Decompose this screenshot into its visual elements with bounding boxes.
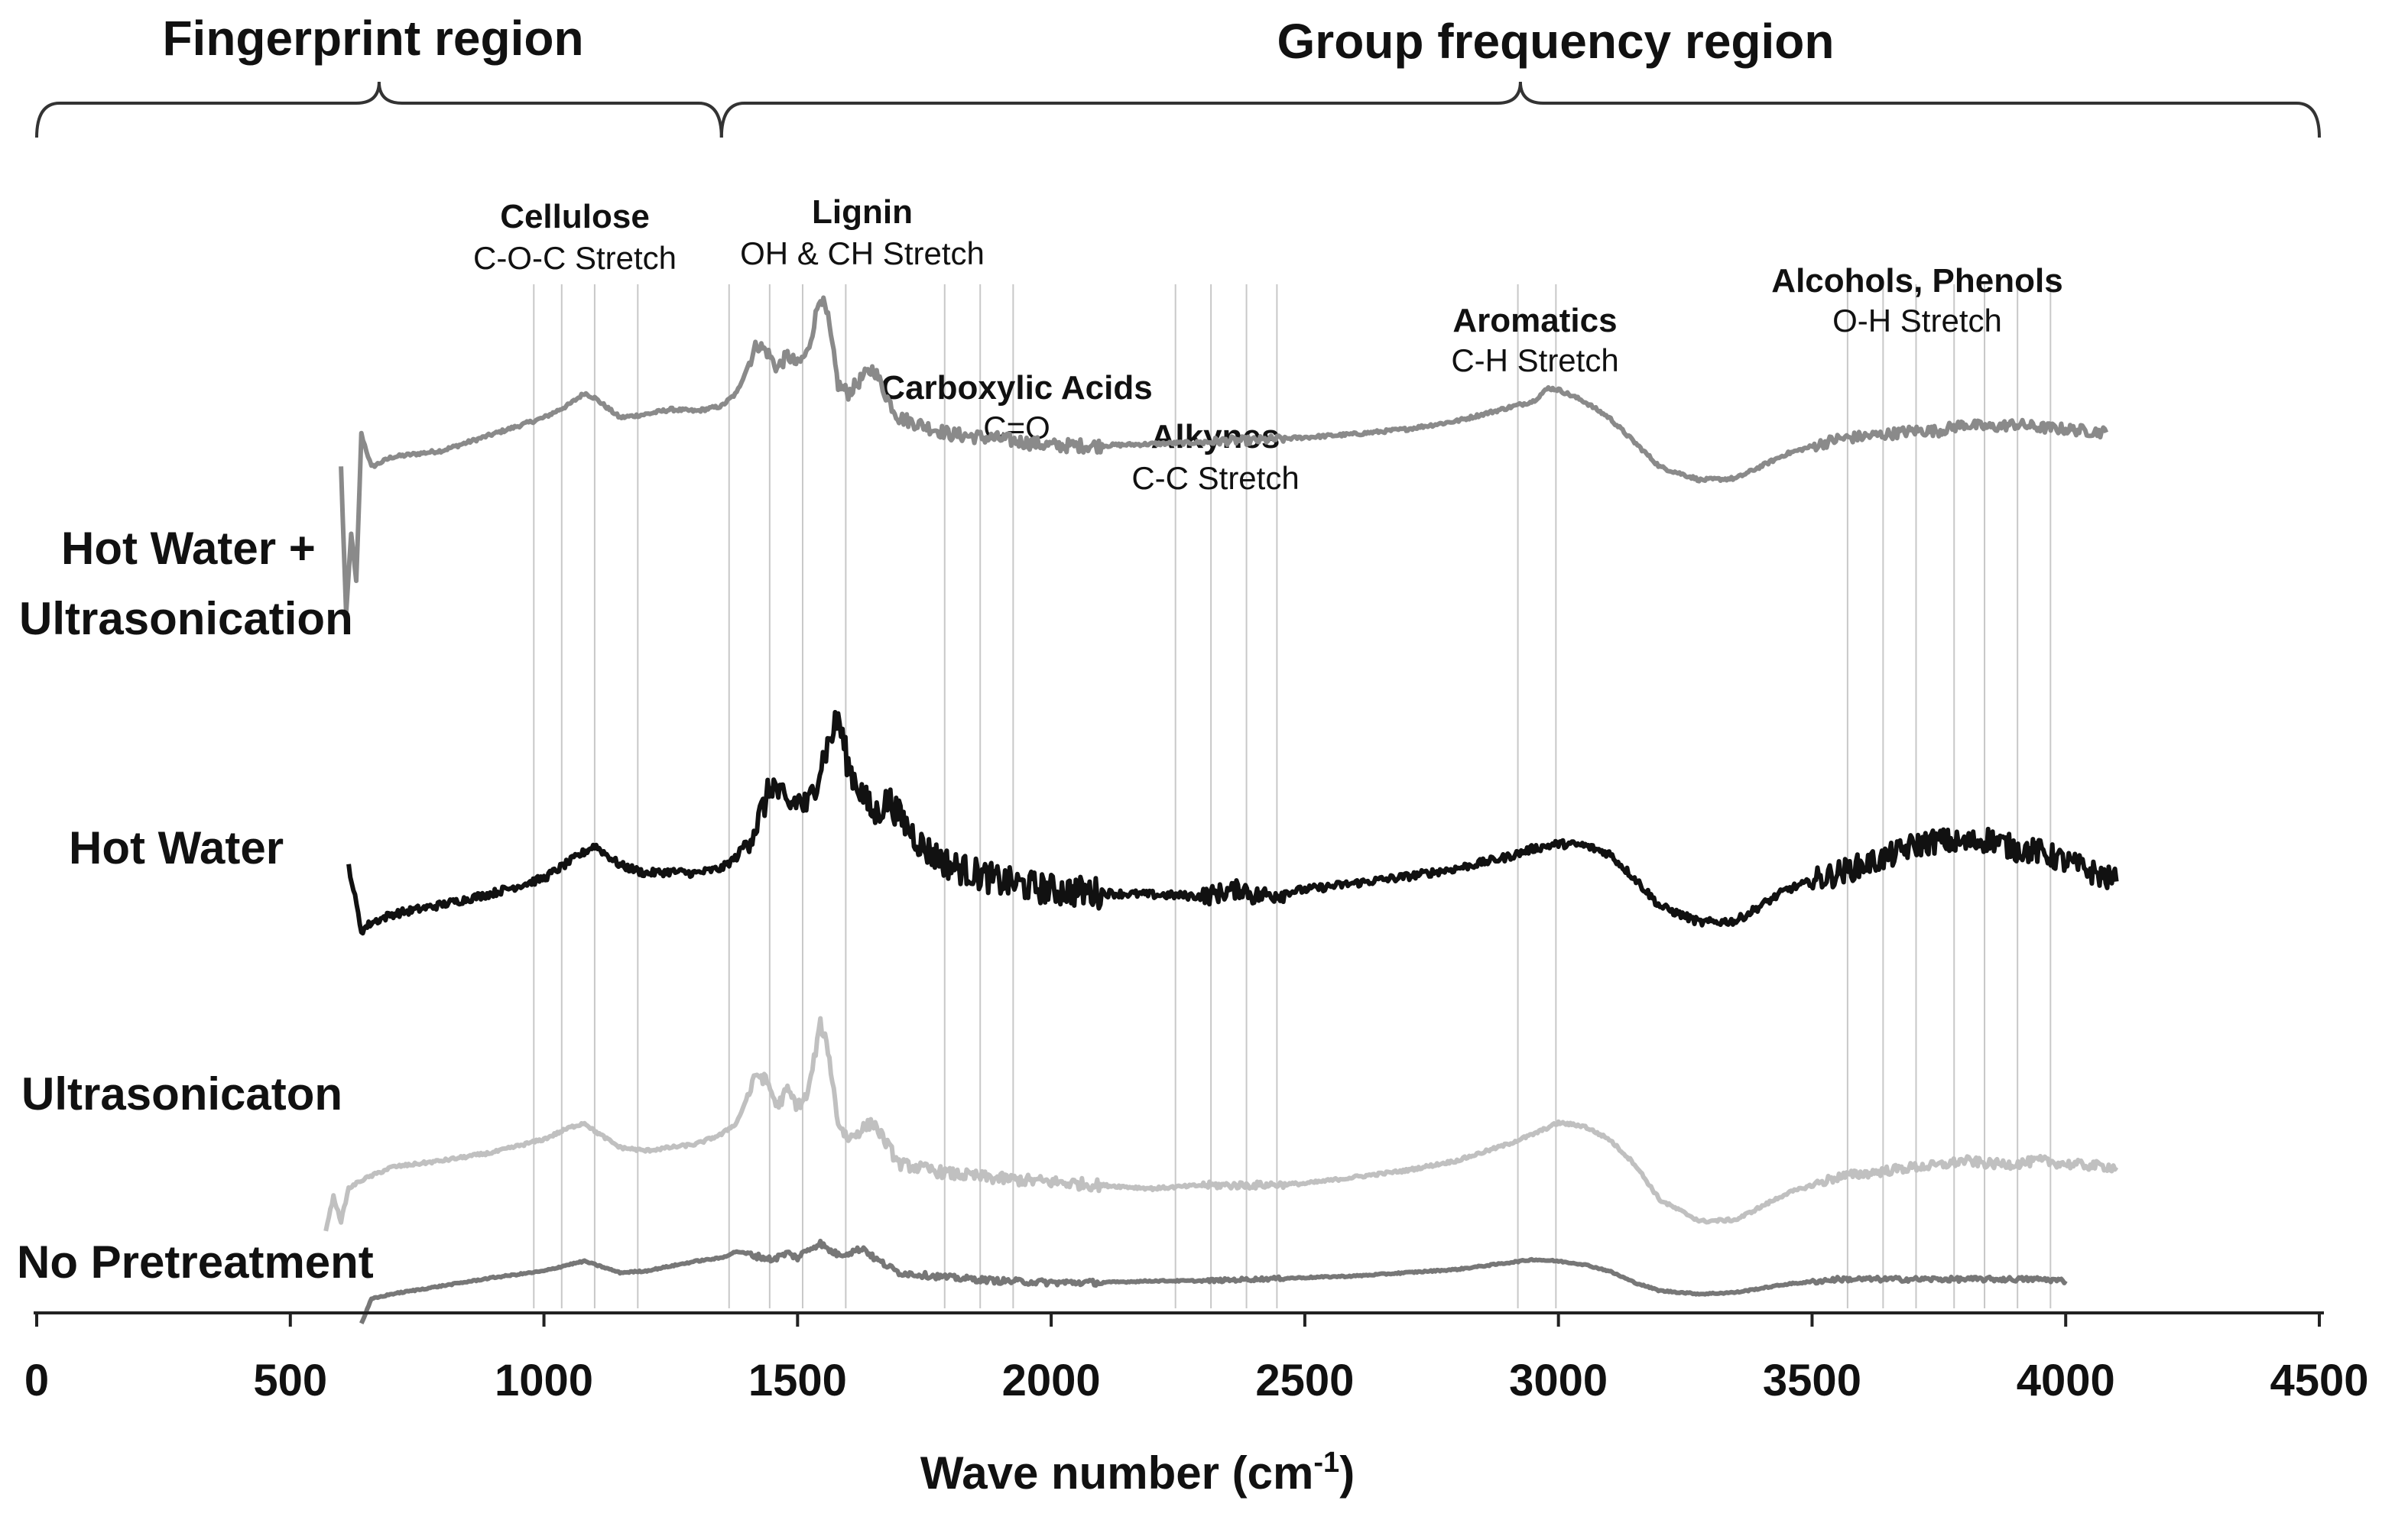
aromatics-subtitle: C-H Stretch <box>1451 342 1618 378</box>
series-line-no-pretreatment <box>359 1238 2068 1324</box>
annotations: Cellulose C-O-C Stretch Lignin OH & CH S… <box>473 193 2063 496</box>
x-axis-title-base: Wave number (cm <box>920 1447 1314 1499</box>
cellulose-subtitle: C-O-C Stretch <box>473 240 677 276</box>
cellulose-title: Cellulose <box>500 198 650 235</box>
alcohols-phenols-subtitle: O-H Stretch <box>1832 303 2002 339</box>
series-labels: Hot Water + Ultrasonication Hot Water Ul… <box>17 523 374 1288</box>
x-tick-label: 500 <box>253 1356 327 1405</box>
x-tick-label: 3500 <box>1763 1356 1861 1405</box>
x-axis: 0 500 1000 1500 2000 2500 3000 3500 4000… <box>24 1311 2369 1499</box>
series-label-hot-water-ultrasonication-line2: Ultrasonication <box>19 593 353 644</box>
series-label-hot-water-ultrasonication-line1: Hot Water + <box>61 523 316 574</box>
x-axis-tick-labels: 0 500 1000 1500 2000 2500 3000 3500 4000… <box>24 1356 2369 1405</box>
series-label-ultrasonication: Ultrasonicaton <box>21 1068 342 1120</box>
lignin-subtitle: OH & CH Stretch <box>740 235 985 271</box>
reference-lines <box>533 284 2052 1308</box>
carboxylic-acids-title: Carboxylic Acids <box>881 369 1152 407</box>
x-tick-label: 2500 <box>1255 1356 1354 1405</box>
x-tick-label: 1000 <box>495 1356 593 1405</box>
x-tick-label: 2000 <box>1002 1356 1101 1405</box>
region-brackets: Fingerprint region Group frequency regio… <box>35 11 2321 138</box>
fingerprint-region-label: Fingerprint region <box>162 11 583 66</box>
group-frequency-region-label: Group frequency region <box>1277 14 1835 69</box>
fingerprint-region-bracket <box>35 81 723 138</box>
x-tick-label: 1500 <box>748 1356 847 1405</box>
series-line-ultrasonication <box>323 1016 2119 1232</box>
series-line-hot-water <box>346 710 2119 936</box>
group-frequency-region-bracket <box>719 81 2321 138</box>
series-label-no-pretreatment: No Pretreatment <box>17 1236 374 1288</box>
x-tick-label: 0 <box>24 1356 49 1405</box>
x-tick-label: 4000 <box>2017 1356 2115 1405</box>
x-axis-title: Wave number (cm-1) <box>920 1447 1355 1499</box>
x-tick-label: 3000 <box>1509 1356 1608 1405</box>
x-axis-tick-marks <box>35 1313 2321 1327</box>
x-axis-title-close: ) <box>1339 1447 1355 1499</box>
series-label-hot-water: Hot Water <box>69 822 284 873</box>
alcohols-phenols-title: Alcohols, Phenols <box>1771 262 2062 300</box>
x-tick-label: 4500 <box>2270 1356 2368 1405</box>
spectra <box>323 295 2119 1324</box>
alkynes-subtitle: C-C Stretch <box>1131 460 1299 496</box>
aromatics-title: Aromatics <box>1452 302 1617 339</box>
series-line-hot-water-ultrasonication <box>339 295 2109 616</box>
lignin-title: Lignin <box>812 193 913 231</box>
x-axis-title-superscript: -1 <box>1313 1447 1339 1479</box>
